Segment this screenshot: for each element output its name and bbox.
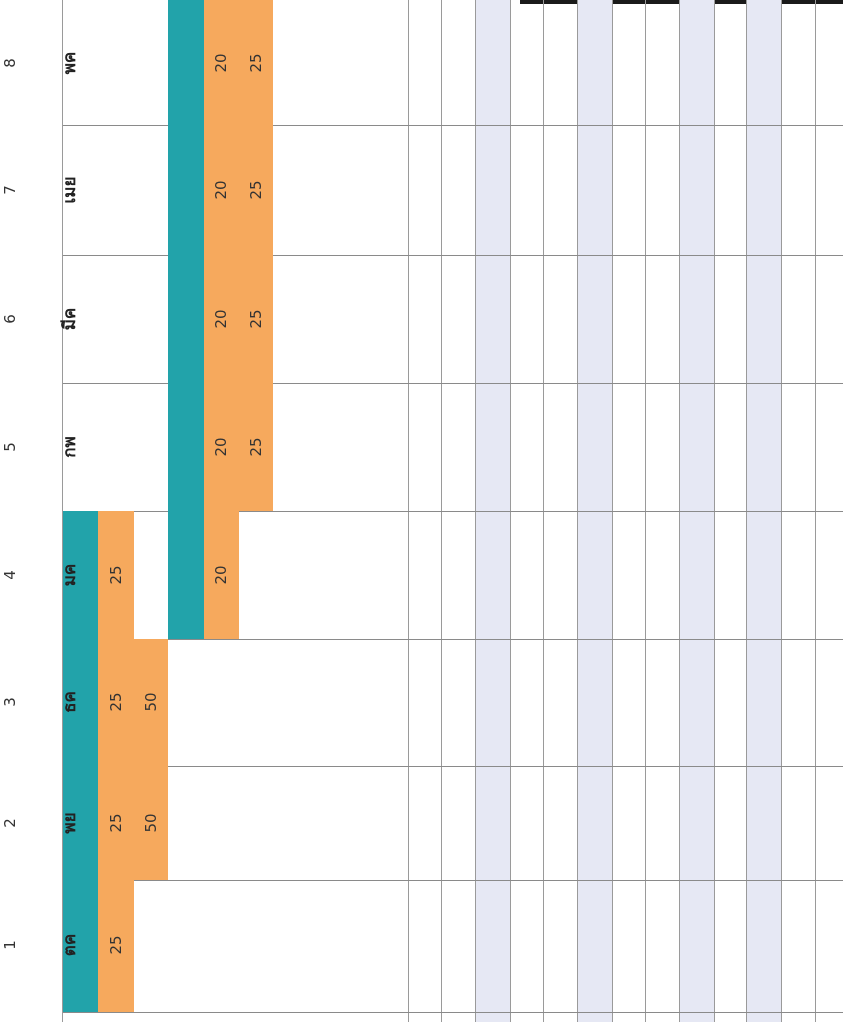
month-label: ตค [60, 933, 80, 957]
value-a-extra: 50 [142, 813, 160, 833]
grid-line-horizontal [62, 639, 843, 640]
value-a: 25 [107, 935, 125, 955]
grid-line-horizontal [62, 511, 843, 512]
month-label: พย [60, 812, 80, 834]
grid-line-horizontal [62, 1012, 843, 1013]
teal-bar-b [168, 0, 204, 639]
left-border-line [62, 0, 63, 1022]
value-b-extra: 25 [247, 309, 265, 329]
value-a: 25 [107, 813, 125, 833]
value-a: 25 [107, 565, 125, 585]
value-b: 20 [212, 309, 230, 329]
column-number: 8 [1, 58, 19, 68]
month-label: มค [60, 563, 80, 587]
value-b-extra: 25 [247, 437, 265, 457]
value-a-extra: 50 [142, 692, 160, 712]
column-number: 6 [1, 314, 19, 324]
grid-line-horizontal [62, 766, 843, 767]
grid-line-horizontal [62, 125, 843, 126]
value-b: 20 [212, 180, 230, 200]
value-b: 20 [212, 565, 230, 585]
value-b: 20 [212, 53, 230, 73]
column-number: 4 [1, 570, 19, 580]
grid-line-horizontal [62, 880, 843, 881]
orange-bar-b-extra [239, 0, 273, 511]
orange-bar-a-extra [134, 639, 168, 880]
value-b: 20 [212, 437, 230, 457]
column-number: 2 [1, 818, 19, 828]
month-label: พค [60, 51, 80, 75]
month-label: ธค [60, 691, 80, 713]
column-number: 3 [1, 697, 19, 707]
month-label: มีค [60, 307, 80, 331]
month-label: เมย [60, 176, 80, 204]
orange-bar-a [98, 511, 134, 1012]
column-number: 1 [1, 940, 19, 950]
value-a: 25 [107, 692, 125, 712]
value-b-extra: 25 [247, 53, 265, 73]
grid-line-horizontal [62, 383, 843, 384]
column-number: 5 [1, 442, 19, 452]
grid-line-horizontal [62, 255, 843, 256]
teal-bar-a [62, 511, 98, 1012]
column-number: 7 [1, 185, 19, 195]
value-b-extra: 25 [247, 180, 265, 200]
orange-bar-b [204, 0, 239, 639]
month-label: กพ [60, 436, 80, 458]
